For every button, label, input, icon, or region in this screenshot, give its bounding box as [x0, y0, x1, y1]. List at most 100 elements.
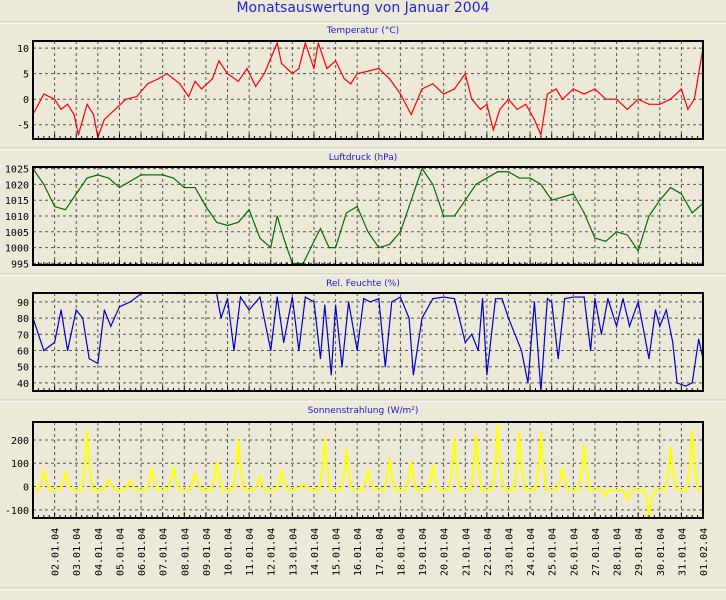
data-point — [75, 309, 77, 311]
data-point — [233, 349, 235, 352]
data-point — [304, 42, 306, 44]
data-point — [432, 298, 434, 300]
data-point — [319, 228, 322, 230]
data-point — [220, 317, 222, 319]
data-point — [129, 180, 131, 182]
data-point — [698, 73, 700, 75]
radiation-peak-point — [259, 475, 261, 477]
x-tick-label: 01.02.04 — [699, 528, 710, 576]
data-point — [514, 333, 516, 335]
x-tick-label: 03.01.04 — [72, 528, 83, 576]
data-point — [572, 296, 574, 298]
x-tick-label: 07.01.04 — [159, 528, 170, 576]
x-tick-label: 18.01.04 — [396, 528, 407, 576]
y-tick-label: 1015 — [5, 196, 29, 207]
data-point — [687, 108, 689, 110]
data-point — [516, 108, 518, 110]
data-point — [410, 113, 412, 116]
data-point — [54, 98, 56, 100]
data-point — [347, 301, 350, 303]
data-point — [691, 382, 693, 384]
data-point — [399, 93, 402, 95]
data-point — [615, 231, 618, 233]
data-point — [97, 362, 99, 365]
data-point — [66, 349, 69, 352]
x-tick-label: 16.01.04 — [353, 528, 364, 576]
radiation-peak-point — [86, 429, 88, 432]
data-point — [443, 215, 445, 217]
x-tick-label: 25.01.04 — [548, 528, 559, 576]
x-tick-label: 10.01.04 — [224, 528, 235, 576]
data-point — [317, 42, 319, 44]
data-point — [622, 298, 624, 300]
data-point — [248, 209, 250, 211]
data-point — [136, 96, 138, 98]
data-point — [263, 73, 265, 75]
data-point — [157, 78, 159, 80]
data-point — [75, 193, 77, 195]
data-point — [665, 309, 667, 311]
x-tick-label: 24.01.04 — [526, 528, 537, 576]
data-point — [110, 325, 112, 327]
data-point — [557, 358, 559, 360]
data-point — [486, 103, 488, 105]
radiation-peak-point — [107, 478, 110, 481]
data-point — [432, 183, 434, 185]
data-point — [551, 199, 553, 201]
data-point — [179, 83, 181, 85]
data-point — [572, 193, 574, 195]
data-point — [533, 301, 536, 303]
x-tick-label: 21.01.04 — [461, 528, 472, 576]
y-tick-label: 10 — [17, 44, 29, 55]
data-point — [291, 73, 293, 75]
radiation-peak-point — [518, 432, 521, 434]
data-point — [654, 309, 657, 311]
data-point — [274, 47, 276, 49]
y-tick-label: 40 — [17, 379, 29, 390]
y-tick-label: 100 — [11, 459, 29, 470]
data-point — [494, 298, 497, 300]
data-point — [43, 183, 45, 185]
data-point — [507, 171, 510, 173]
radiation-peak-point — [129, 479, 132, 482]
radiation-peak-point — [215, 461, 218, 463]
data-point — [507, 98, 510, 100]
y-tick-label: 1025 — [5, 165, 29, 176]
data-point — [82, 317, 84, 319]
data-point — [298, 67, 300, 70]
data-point — [389, 78, 391, 80]
data-point — [118, 186, 121, 189]
data-point — [239, 296, 242, 298]
data-point — [172, 177, 175, 179]
data-point — [691, 212, 693, 214]
data-point — [43, 93, 45, 95]
radiation-peak-point — [43, 469, 45, 472]
x-tick-label: 06.01.04 — [137, 528, 148, 576]
x-tick-label: 08.01.04 — [180, 528, 191, 576]
data-point — [501, 298, 503, 300]
data-point — [384, 366, 386, 368]
data-point — [237, 80, 239, 82]
data-point — [546, 298, 548, 300]
radiation-peak-point — [323, 436, 326, 439]
data-point — [605, 240, 607, 242]
radiation-peak-point — [626, 499, 629, 502]
data-point — [73, 113, 75, 116]
data-point — [477, 349, 479, 352]
data-point — [276, 296, 278, 298]
data-point — [615, 325, 618, 327]
data-point — [350, 83, 352, 85]
data-point — [479, 108, 481, 110]
data-point — [421, 317, 423, 319]
data-point — [499, 108, 501, 110]
data-point — [60, 309, 62, 311]
data-point — [529, 177, 531, 179]
data-point — [313, 301, 315, 303]
radiation-peak-point — [64, 470, 67, 473]
data-point — [334, 247, 337, 249]
radiation-peak-point — [280, 469, 283, 472]
data-point — [590, 349, 592, 352]
series-line — [33, 167, 703, 265]
data-point — [669, 98, 672, 100]
